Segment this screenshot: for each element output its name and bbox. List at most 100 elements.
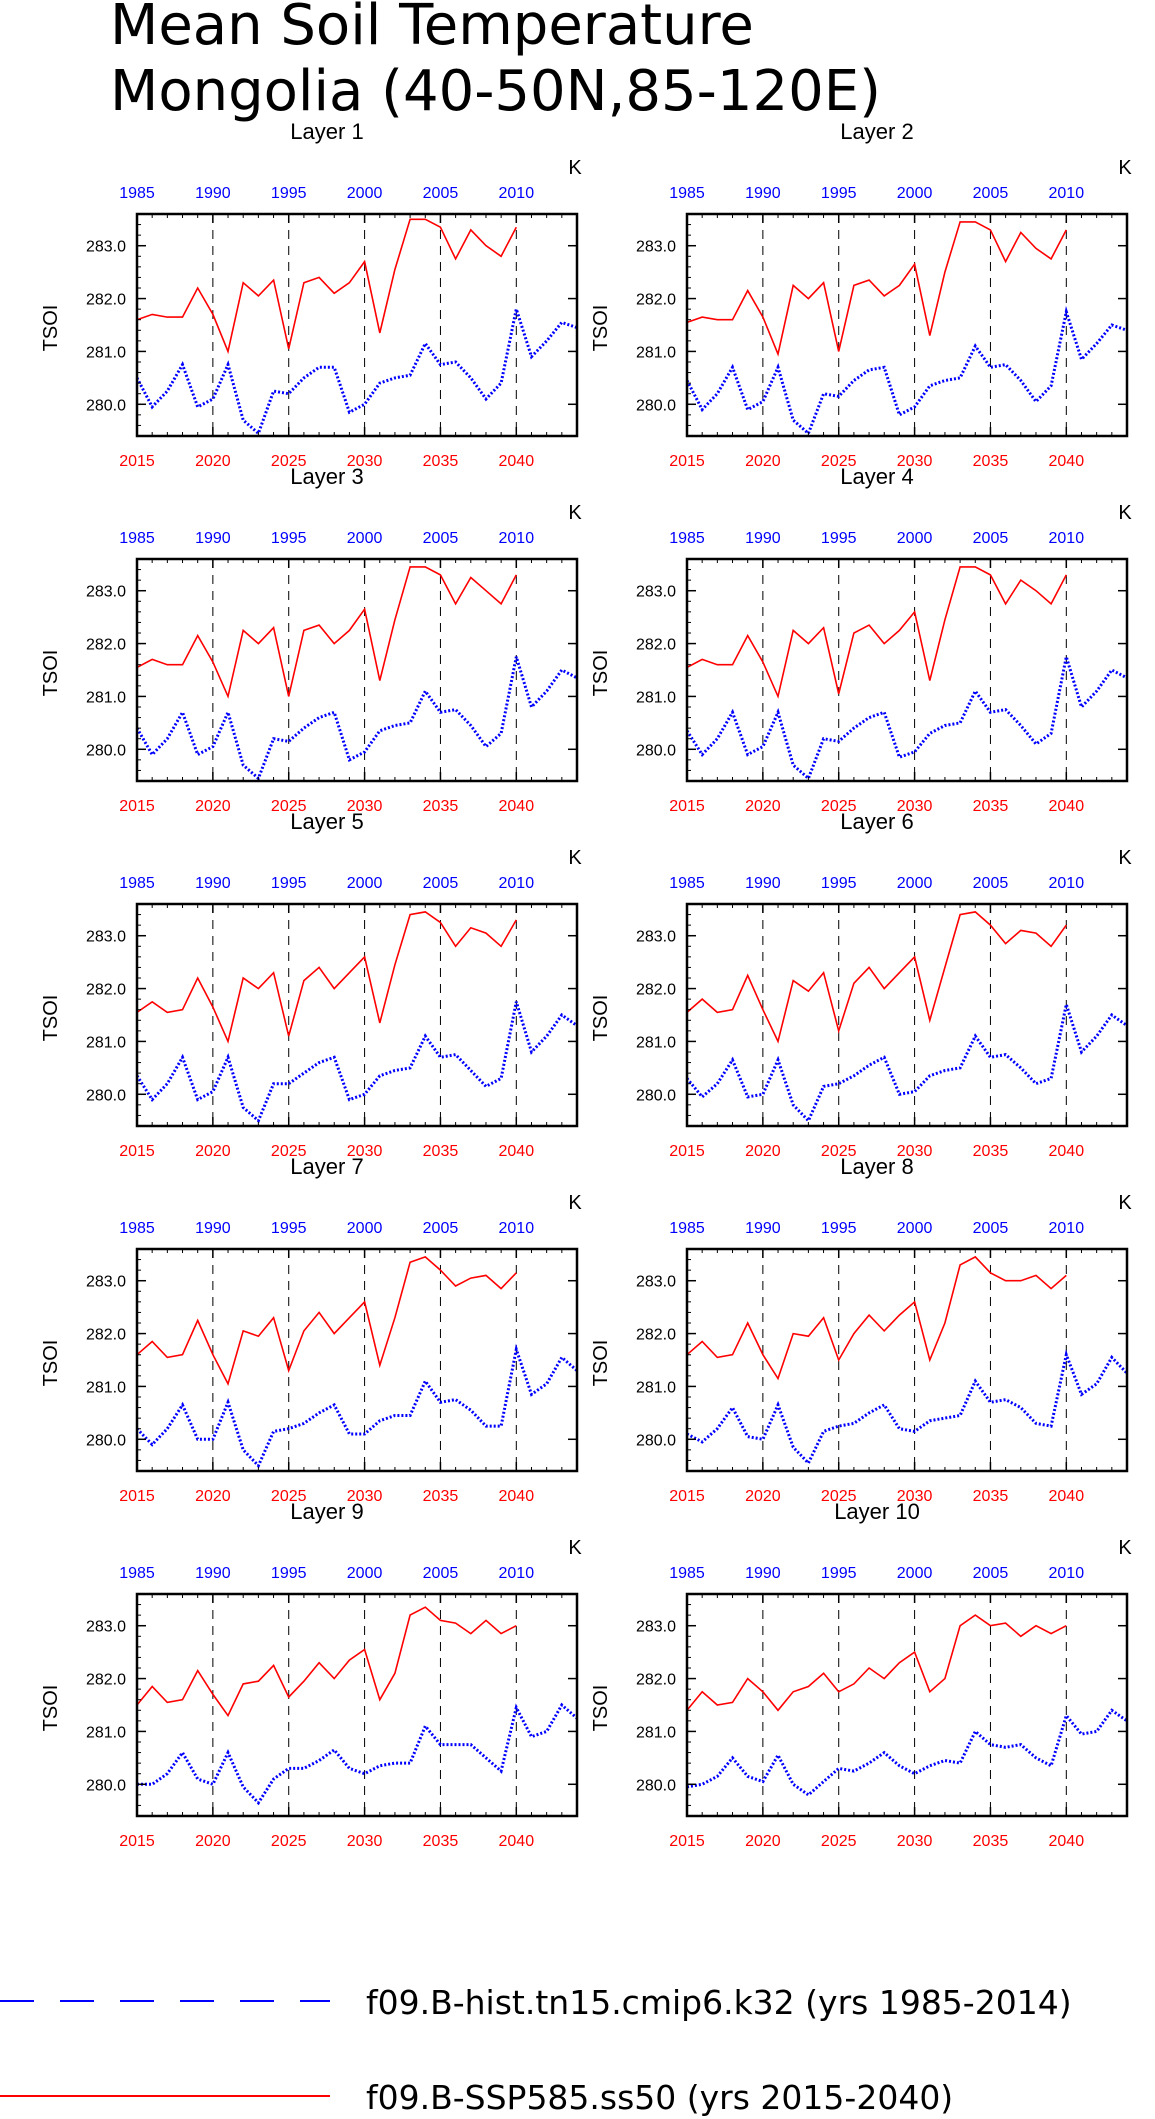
x-bottom-tick-label: 2040 <box>499 1143 535 1160</box>
y-axis-title: TSOI <box>40 1685 62 1732</box>
x-top-tick-label: 1990 <box>195 1220 231 1237</box>
x-top-tick-label: 1990 <box>195 530 231 547</box>
x-top-tick-label: 1985 <box>669 185 705 202</box>
y-tick-label: 281.0 <box>86 1034 126 1051</box>
y-tick-label: 283.0 <box>86 929 126 946</box>
x-bottom-tick-label: 2015 <box>669 798 705 815</box>
y-tick-label: 280.0 <box>86 1432 126 1449</box>
x-top-tick-label: 2010 <box>1049 185 1085 202</box>
x-bottom-tick-label: 2035 <box>973 1143 1009 1160</box>
x-top-tick-label: 1995 <box>821 875 857 892</box>
x-top-tick-label: 1995 <box>271 1565 307 1582</box>
panel-layer-1: Layer 1 K 280.0 281.0 282.0 283.0 TSOI 2015 2020… <box>40 119 582 470</box>
x-top-tick-label: 2010 <box>499 530 535 547</box>
x-top-tick-label: 2000 <box>897 530 933 547</box>
x-bottom-tick-label: 2040 <box>1049 1143 1085 1160</box>
x-top-tick-label: 2005 <box>423 185 459 202</box>
x-top-tick-label: 2010 <box>1049 1565 1085 1582</box>
y-tick-label: 280.0 <box>86 742 126 759</box>
x-top-tick-label: 1995 <box>271 1220 307 1237</box>
y-tick-label: 281.0 <box>636 344 676 361</box>
x-bottom-tick-label: 2025 <box>821 1143 857 1160</box>
y-axis-title: TSOI <box>40 650 62 697</box>
x-bottom-tick-label: 2030 <box>897 1143 933 1160</box>
x-top-tick-label: 2005 <box>973 530 1009 547</box>
x-bottom-tick-label: 2040 <box>1049 798 1085 815</box>
legend: f09.B-hist.tn15.cmip6.k32 (yrs 1985-2014… <box>0 1983 1072 2117</box>
series-hist-line <box>685 998 1128 1124</box>
panel-title: Layer 9 <box>290 1499 363 1524</box>
x-top-tick-label: 1995 <box>271 185 307 202</box>
x-bottom-tick-label: 2030 <box>897 453 933 470</box>
x-bottom-tick-label: 2030 <box>897 1488 933 1505</box>
x-top-tick-label: 2010 <box>1049 530 1085 547</box>
x-top-tick-label: 2000 <box>897 1565 933 1582</box>
plot-frame <box>135 902 579 1128</box>
y-tick-label: 280.0 <box>636 1432 676 1449</box>
panel-layer-9: Layer 9 K 280.0 281.0 282.0 283.0 TSOI 2015 2020… <box>40 1499 582 1850</box>
unit-label: K <box>1118 1192 1132 1214</box>
x-top-tick-label: 1990 <box>195 1565 231 1582</box>
y-tick-label: 282.0 <box>636 982 676 999</box>
panel-title: Layer 2 <box>840 119 913 144</box>
plot-frame <box>685 1592 1129 1818</box>
x-top-tick-label: 1995 <box>821 1220 857 1237</box>
panel-layer-10: Layer 10 K 280.0 281.0 282.0 283.0 TSOI 2015 202… <box>590 1499 1132 1850</box>
x-bottom-tick-label: 2035 <box>423 1833 459 1850</box>
legend-ssp-label: f09.B-SSP585.ss50 (yrs 2015-2040) <box>366 2078 953 2117</box>
x-top-tick-label: 1990 <box>745 1565 781 1582</box>
x-bottom-tick-label: 2025 <box>271 798 307 815</box>
x-bottom-tick-label: 2015 <box>669 1143 705 1160</box>
x-bottom-tick-label: 2030 <box>347 1143 383 1160</box>
x-bottom-tick-label: 2035 <box>973 798 1009 815</box>
y-tick-label: 282.0 <box>636 1672 676 1689</box>
x-top-tick-label: 2000 <box>897 185 933 202</box>
x-bottom-tick-label: 2030 <box>347 453 383 470</box>
x-top-tick-label: 2005 <box>973 185 1009 202</box>
series-hist-line <box>685 305 1128 436</box>
plot-frame <box>135 212 579 438</box>
plot-frame <box>685 1247 1129 1473</box>
x-bottom-tick-label: 2030 <box>347 1833 383 1850</box>
x-bottom-tick-label: 2020 <box>195 1833 231 1850</box>
x-bottom-tick-label: 2025 <box>271 1833 307 1850</box>
panel-layer-8: Layer 8 K 280.0 281.0 282.0 283.0 TSOI 2015 2020… <box>590 1154 1132 1505</box>
panel-title: Layer 8 <box>840 1154 913 1179</box>
x-bottom-tick-label: 2020 <box>195 1488 231 1505</box>
y-tick-label: 282.0 <box>86 1327 126 1344</box>
x-bottom-tick-label: 2025 <box>821 798 857 815</box>
plot-frame <box>685 557 1129 783</box>
x-top-tick-label: 2005 <box>423 1565 459 1582</box>
panel-title: Layer 3 <box>290 464 363 489</box>
y-tick-label: 281.0 <box>636 1379 676 1396</box>
x-top-tick-label: 2005 <box>423 530 459 547</box>
x-bottom-tick-label: 2025 <box>271 1488 307 1505</box>
y-tick-label: 282.0 <box>636 637 676 654</box>
unit-label: K <box>568 502 582 524</box>
series-hist-line <box>135 303 578 436</box>
series-ssp-line <box>686 1255 1067 1381</box>
panel-title: Layer 7 <box>290 1154 363 1179</box>
y-tick-label: 282.0 <box>636 1327 676 1344</box>
x-top-tick-label: 1985 <box>119 1565 155 1582</box>
x-top-tick-label: 2010 <box>499 1565 535 1582</box>
x-bottom-tick-label: 2020 <box>745 1143 781 1160</box>
x-top-tick-label: 1985 <box>119 1220 155 1237</box>
y-axis-title: TSOI <box>590 1685 612 1732</box>
panel-title: Layer 10 <box>834 1499 920 1524</box>
x-bottom-tick-label: 2040 <box>1049 1833 1085 1850</box>
x-top-tick-label: 2005 <box>973 875 1009 892</box>
x-top-tick-label: 2005 <box>423 1220 459 1237</box>
x-top-tick-label: 1990 <box>195 185 231 202</box>
y-tick-label: 283.0 <box>86 1274 126 1291</box>
x-bottom-tick-label: 2015 <box>669 1833 705 1850</box>
x-top-tick-label: 1985 <box>119 185 155 202</box>
series-ssp-line <box>136 218 518 355</box>
x-top-tick-label: 1985 <box>669 1220 705 1237</box>
panel-layer-3: Layer 3 K 280.0 281.0 282.0 283.0 TSOI 2015 2020… <box>40 464 582 815</box>
x-top-tick-label: 1985 <box>669 530 705 547</box>
x-top-tick-label: 2010 <box>499 185 535 202</box>
x-bottom-tick-label: 2040 <box>499 1488 535 1505</box>
x-bottom-tick-label: 2025 <box>821 453 857 470</box>
y-tick-label: 283.0 <box>86 239 126 256</box>
